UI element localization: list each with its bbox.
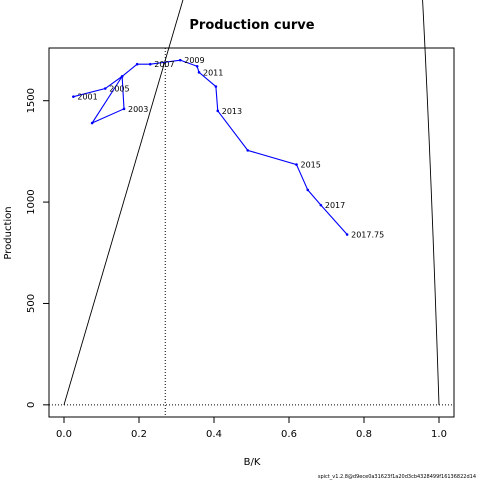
trajectory-point xyxy=(295,163,298,166)
trajectory-point xyxy=(72,95,75,98)
trajectory-point xyxy=(90,121,94,125)
version-footer: spict_v1.2.8@d9ece0a31623f1a20d3cb432849… xyxy=(318,474,476,480)
y-tick-label: 500 xyxy=(26,294,37,313)
x-tick-label: 0.0 xyxy=(56,429,72,440)
trajectory-point xyxy=(135,62,139,66)
trajectory-point xyxy=(345,233,349,236)
y-axis: 0 500 1000 1500 xyxy=(26,88,50,408)
x-tick-label: 0.8 xyxy=(356,429,372,440)
year-label: 2005 xyxy=(109,85,129,94)
chart-title: Production curve xyxy=(189,18,314,33)
y-axis-label: Production xyxy=(3,206,14,259)
trajectory-point xyxy=(103,87,107,90)
trajectory-point xyxy=(122,107,126,111)
year-label: 2003 xyxy=(128,105,148,114)
trajectory-point xyxy=(246,149,250,152)
trajectory-point xyxy=(195,64,199,68)
year-label: 2017.75 xyxy=(351,231,384,240)
biomass-trajectory-line xyxy=(73,59,348,235)
trajectory-point xyxy=(306,188,310,192)
trajectory-point xyxy=(214,85,218,88)
year-label: 2013 xyxy=(222,107,242,116)
trajectory-point xyxy=(216,109,220,113)
year-label: 2009 xyxy=(184,56,204,65)
y-tick-label: 1500 xyxy=(26,88,37,113)
y-tick-label: 1000 xyxy=(26,189,37,214)
plot-area: 2001 2003 2005 2007 2009 2011 2013 2015 2017 2017… xyxy=(49,0,454,417)
year-label: 2015 xyxy=(301,161,321,170)
trajectory-point xyxy=(197,71,201,74)
y-tick-label: 0 xyxy=(26,402,37,408)
x-tick-label: 0.6 xyxy=(281,429,297,440)
x-axis: 0.0 0.2 0.4 0.6 0.8 1.0 xyxy=(56,416,447,440)
trajectory-point xyxy=(178,58,182,62)
x-tick-label: 0.2 xyxy=(131,429,147,440)
trajectory-point xyxy=(120,75,124,78)
plot-frame xyxy=(48,47,455,418)
year-label: 2017 xyxy=(325,201,345,210)
year-label: 2007 xyxy=(154,60,174,69)
trajectory-point xyxy=(148,62,152,66)
production-curve-line xyxy=(63,0,440,405)
x-axis-label: B/K xyxy=(244,457,261,468)
x-tick-label: 0.4 xyxy=(206,429,222,440)
year-label: 2011 xyxy=(203,68,223,77)
year-label: 2001 xyxy=(77,93,97,102)
x-tick-label: 1.0 xyxy=(431,429,447,440)
trajectory-point xyxy=(319,203,323,207)
